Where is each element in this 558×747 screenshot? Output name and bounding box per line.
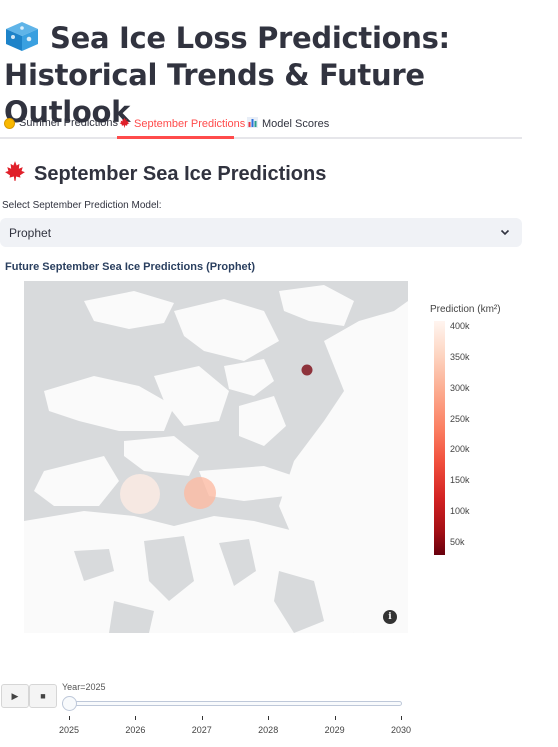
model-select[interactable]: Prophet [0,218,522,247]
info-icon[interactable]: i [383,610,397,624]
map-land [24,285,408,633]
sun-icon [4,117,15,129]
page-title-text: Sea Ice Loss Predictions: Historical Tre… [4,21,450,129]
slider-year-label[interactable]: 2027 [191,725,212,735]
section-title-text: September Sea Ice Predictions [34,162,327,185]
bar-chart-icon [247,117,258,131]
slider-tick [201,716,203,720]
stop-button[interactable]: ■ [29,684,57,708]
tab-september-predictions[interactable]: September Predictions [119,117,245,131]
slider-tick [401,716,402,720]
chevron-down-icon [500,229,510,236]
colorbar-tick-label: 400k [450,321,470,332]
prediction-marker[interactable] [120,474,160,514]
map-inlets [74,536,324,633]
section-title: September Sea Ice Predictions [4,160,326,188]
model-select-value: Prophet [9,226,52,240]
tab-label: Model Scores [262,118,330,130]
slider-year-label[interactable]: 2029 [324,725,345,735]
play-button[interactable]: ▶ [1,684,29,708]
slider-year-label[interactable]: 2026 [125,725,146,735]
colorbar-tick-label: 200k [450,444,470,455]
colorbar-tick-label: 50k [450,536,465,547]
maple-leaf-icon [119,117,130,131]
colorbar-title: Prediction (km²) [430,304,501,315]
tab-label: Summer Predictions [19,117,119,129]
tab-label: September Predictions [134,118,246,130]
scatter-markers[interactable] [120,364,313,515]
slider-tick [135,716,137,720]
prediction-marker[interactable] [301,364,313,376]
model-select-label: Select September Prediction Model: [2,200,162,211]
tab-model-scores[interactable]: Model Scores [247,117,329,131]
slider-tick [69,716,70,720]
colorbar-tick-label: 100k [450,505,470,516]
map-plot[interactable] [24,281,408,633]
slider-tick [334,716,336,720]
prediction-marker[interactable] [184,477,216,509]
colorbar-tick-label: 150k [450,475,470,486]
tab-bar: Summer Predictions September Predictions… [0,112,522,139]
maple-leaf-icon [4,160,26,188]
tab-summer-predictions[interactable]: Summer Predictions [4,117,118,129]
active-tab-indicator [117,136,234,139]
year-slider-track[interactable] [62,701,402,706]
colorbar [434,321,445,555]
slider-year-label[interactable]: 2030 [390,725,412,735]
ice-cube-icon [4,20,40,52]
slider-year-label[interactable]: 2025 [58,725,80,735]
slider-tick [268,716,270,720]
page-title: Sea Ice Loss Predictions: Historical Tre… [4,20,544,131]
colorbar-tick-label: 250k [450,413,470,424]
slider-year-label[interactable]: 2028 [258,725,279,735]
chart-title: Future September Sea Ice Predictions (Pr… [5,261,256,273]
year-slider-handle[interactable] [62,696,77,711]
colorbar-tick-label: 300k [450,382,470,393]
colorbar-tick-label: 350k [450,351,470,362]
slider-current-value: Year=2025 [62,682,106,692]
